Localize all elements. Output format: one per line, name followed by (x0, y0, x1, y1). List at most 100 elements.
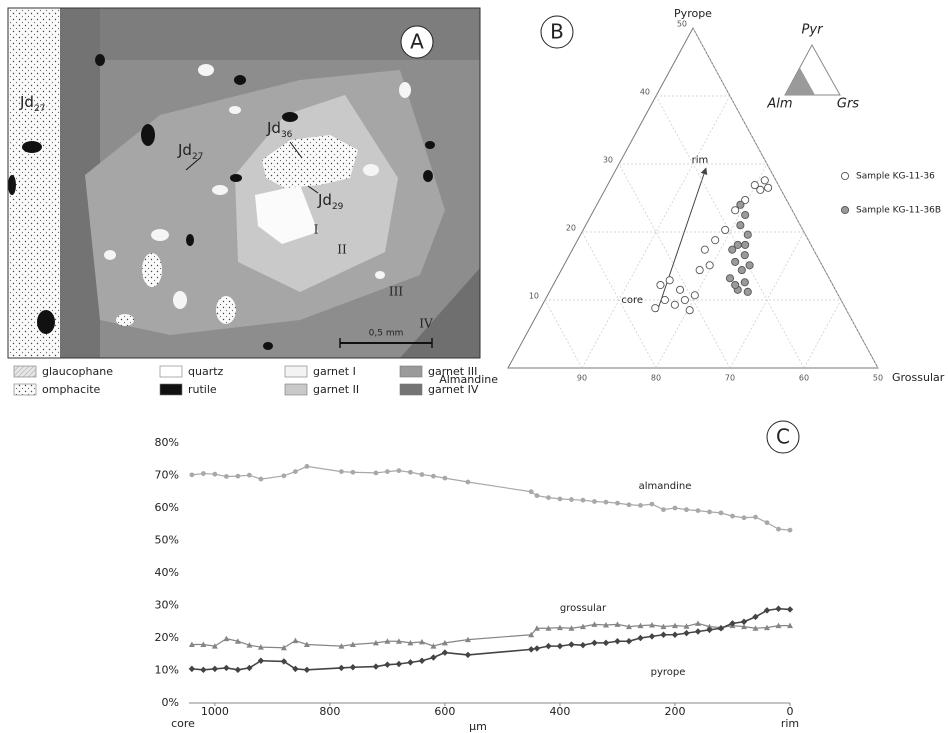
legend-label: omphacite (42, 383, 101, 396)
data-point (742, 515, 747, 520)
data-point (696, 508, 701, 513)
data-point (757, 186, 764, 193)
data-point (338, 665, 344, 671)
data-point (719, 510, 724, 515)
data-point (706, 262, 713, 269)
legend-swatch (285, 384, 307, 395)
data-point (718, 625, 724, 631)
data-point (752, 614, 758, 620)
data-point (649, 633, 655, 639)
legend-label: quartz (188, 365, 224, 378)
y-tick-label: 60% (155, 501, 179, 514)
data-point (603, 640, 609, 646)
data-point (744, 288, 751, 295)
x-tick-label: 200 (664, 705, 685, 718)
data-point (235, 667, 241, 673)
data-point (373, 663, 379, 669)
data-point (420, 472, 425, 477)
data-point (580, 642, 586, 648)
data-point (706, 627, 712, 633)
data-point (351, 470, 356, 475)
data-point (258, 477, 263, 482)
data-point (744, 231, 751, 238)
data-point (546, 495, 551, 500)
data-point (761, 177, 768, 184)
data-point (741, 252, 748, 259)
y-tick-label: 20% (155, 631, 179, 644)
annotation: core (621, 295, 643, 306)
grid-line (545, 300, 582, 368)
legend-swatch (160, 366, 182, 377)
x-tick-label: 400 (549, 705, 570, 718)
data-point (732, 281, 739, 288)
data-point (788, 528, 793, 533)
data-point (732, 258, 739, 265)
data-point (443, 476, 448, 481)
data-point (212, 472, 217, 477)
y-tick-label: 50% (155, 534, 179, 547)
data-point (431, 474, 436, 479)
y-tick-label: 40% (155, 566, 179, 579)
data-point (695, 628, 701, 634)
data-point (684, 507, 689, 512)
data-point (765, 184, 772, 191)
data-point (223, 636, 229, 642)
data-point (558, 497, 563, 502)
apex-label: Pyrope (674, 7, 712, 20)
legend-label: glaucophane (42, 365, 113, 378)
y-tick-label: 70% (155, 469, 179, 482)
data-point (408, 470, 413, 475)
x-end-label: rim (781, 717, 799, 730)
data-point (672, 632, 678, 638)
page: {"panel_a": {"label": "A", "scale_bar": … (0, 0, 948, 733)
tick-label: 90 (577, 374, 587, 383)
data-point (528, 646, 534, 652)
data-point (661, 507, 666, 512)
inset-label: Grs (837, 97, 859, 112)
x-tick-label: 600 (434, 705, 455, 718)
data-point (545, 643, 551, 649)
legend-marker (841, 206, 848, 213)
data-point (671, 301, 678, 308)
legend-label: Sample KG-11-36B (856, 206, 941, 216)
data-point (384, 661, 390, 667)
jadeite-text: Jd (266, 119, 281, 137)
data-point (568, 641, 574, 647)
data-point (673, 506, 678, 511)
ternary-frame (508, 16, 878, 368)
legend-swatch (14, 366, 36, 377)
data-point (419, 658, 425, 664)
data-point (660, 632, 666, 638)
jadeite-text: Jd (317, 191, 332, 209)
tick-label: 50 (677, 20, 687, 29)
data-point (676, 286, 683, 293)
data-point (396, 661, 402, 667)
legend-label: Sample KG-11-36 (856, 172, 935, 182)
data-point (407, 659, 413, 665)
data-point (726, 275, 733, 282)
data-point (615, 501, 620, 506)
data-point (775, 606, 781, 612)
data-point (235, 474, 240, 479)
zone-label: IV (419, 317, 433, 331)
micrograph (8, 8, 480, 358)
data-point (753, 515, 758, 520)
data-point (189, 666, 195, 672)
data-point (350, 664, 356, 670)
data-point (729, 246, 736, 253)
data-point (681, 296, 688, 303)
data-point (787, 606, 793, 612)
data-point (604, 500, 609, 505)
data-point (657, 281, 664, 288)
data-point (189, 472, 194, 477)
data-point (737, 222, 744, 229)
data-point (592, 499, 597, 504)
data-point (741, 279, 748, 286)
y-tick-label: 10% (155, 664, 179, 677)
data-point (304, 667, 310, 673)
data-point (614, 638, 620, 644)
legend-swatch (160, 384, 182, 395)
data-point (212, 666, 218, 672)
data-point (742, 241, 749, 248)
data-point (666, 277, 673, 284)
